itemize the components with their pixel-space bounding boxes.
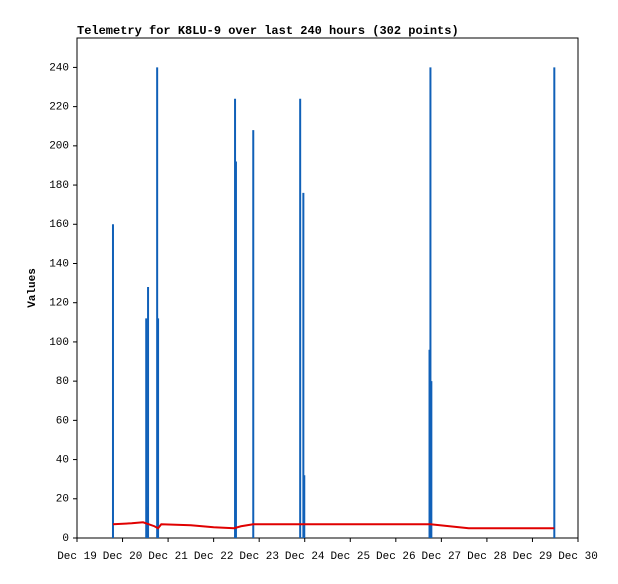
chart-title: Telemetry for K8LU-9 over last 240 hours… <box>77 24 459 38</box>
y-tick-label: 160 <box>49 219 69 231</box>
y-tick-label: 240 <box>49 62 69 74</box>
y-tick-label: 120 <box>49 298 69 310</box>
y-tick-label: 100 <box>49 337 69 349</box>
x-tick-label: Dec 24 <box>285 551 325 563</box>
x-tick-label: Dec 22 <box>194 551 234 563</box>
y-tick-label: 80 <box>56 376 69 388</box>
x-tick-label: Dec 29 <box>513 551 553 563</box>
y-tick-label: 20 <box>56 494 69 506</box>
x-tick-label: Dec 21 <box>148 551 188 563</box>
x-tick-label: Dec 25 <box>330 551 370 563</box>
y-axis-label: Values <box>27 268 39 308</box>
y-tick-label: 40 <box>56 454 69 466</box>
x-tick-label: Dec 27 <box>422 551 462 563</box>
y-tick-label: 220 <box>49 102 69 114</box>
x-tick-label: Dec 30 <box>558 551 598 563</box>
y-tick-label: 60 <box>56 415 69 427</box>
x-tick-label: Dec 20 <box>103 551 143 563</box>
x-tick-label: Dec 19 <box>57 551 97 563</box>
x-tick-label: Dec 28 <box>467 551 507 563</box>
x-tick-label: Dec 23 <box>239 551 279 563</box>
y-tick-label: 140 <box>49 258 69 270</box>
y-tick-label: 200 <box>49 141 69 153</box>
line <box>112 521 555 530</box>
y-tick-label: 180 <box>49 180 69 192</box>
x-tick-label: Dec 26 <box>376 551 416 563</box>
y-tick-label: 0 <box>62 533 69 545</box>
plot-frame <box>76 37 579 539</box>
